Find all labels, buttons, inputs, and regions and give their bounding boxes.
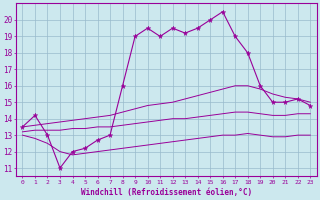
X-axis label: Windchill (Refroidissement éolien,°C): Windchill (Refroidissement éolien,°C): [81, 188, 252, 197]
